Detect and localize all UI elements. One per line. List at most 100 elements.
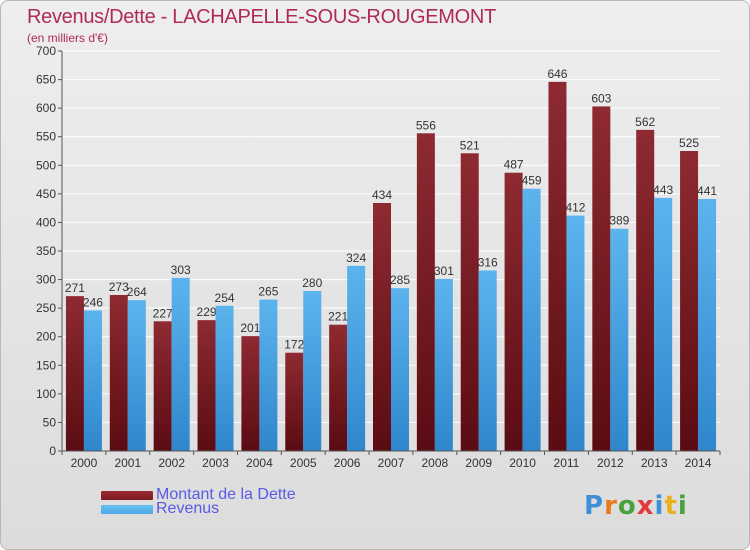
y-tick-label: 350 — [36, 244, 56, 258]
logo-letter: i — [677, 491, 688, 521]
bar-revenus — [347, 265, 366, 451]
y-tick-label: 300 — [36, 273, 56, 287]
data-label-revenus: 412 — [565, 201, 585, 215]
x-tick-label: 2000 — [71, 456, 98, 470]
y-tick-label: 650 — [36, 73, 56, 87]
logo-letter: r — [604, 491, 618, 521]
data-label-dette: 646 — [547, 67, 567, 81]
bar-revenus — [303, 291, 322, 451]
x-tick-label: 2008 — [422, 456, 449, 470]
logo-letter: i — [654, 491, 665, 521]
bar-revenus — [215, 305, 234, 451]
bar-dette — [416, 133, 435, 452]
data-label-dette: 273 — [109, 280, 129, 294]
y-tick-label: 250 — [36, 301, 56, 315]
bar-dette — [109, 295, 128, 451]
data-label-revenus: 254 — [215, 291, 235, 305]
data-label-dette: 521 — [460, 138, 480, 152]
x-tick-label: 2001 — [114, 456, 141, 470]
bar-revenus — [522, 188, 541, 451]
data-label-revenus: 316 — [478, 255, 498, 269]
bar-revenus — [171, 277, 190, 451]
bar-dette — [592, 106, 611, 451]
data-label-dette: 525 — [679, 136, 699, 150]
data-label-dette: 172 — [284, 338, 304, 352]
data-label-revenus: 301 — [434, 264, 454, 278]
legend-swatch-dette — [101, 491, 153, 500]
x-axis-ticks: 2000 2001 2002 2003 2004 2005 2006 2007 2008 2009… — [61, 451, 721, 470]
y-tick-label: 400 — [36, 215, 56, 229]
legend-label-revenus: Revenus — [156, 500, 220, 517]
bar-dette — [373, 203, 391, 451]
x-tick-label: 2003 — [202, 456, 229, 470]
data-label-revenus: 246 — [83, 295, 103, 309]
legend-label-dette: Montant de la Dette — [156, 486, 296, 503]
logo-letter: x — [636, 491, 655, 521]
data-label-revenus: 280 — [302, 276, 322, 290]
logo-letter: t — [664, 491, 678, 521]
bar-dette — [285, 352, 304, 451]
data-label-revenus: 443 — [653, 183, 673, 197]
axes — [61, 51, 720, 452]
data-label-revenus: 303 — [171, 263, 191, 277]
x-tick-label: 2005 — [290, 456, 317, 470]
bar-dette — [636, 129, 655, 451]
data-label-revenus: 459 — [522, 174, 542, 188]
bar-revenus — [566, 215, 585, 451]
data-label-revenus: 285 — [390, 273, 410, 287]
data-label-dette: 221 — [328, 310, 348, 324]
proxiti-logo[interactable]: Proxiti — [584, 491, 688, 521]
data-label-dette: 229 — [197, 305, 217, 319]
bar-revenus — [698, 199, 717, 451]
x-tick-label: 2010 — [509, 456, 536, 470]
data-label-dette: 201 — [240, 321, 260, 335]
logo-letter: o — [617, 491, 637, 521]
y-tick-label: 600 — [36, 101, 56, 115]
bar-dette — [504, 172, 523, 451]
y-tick-label: 50 — [43, 415, 57, 429]
y-tick-label: 200 — [36, 330, 56, 344]
y-tick-label: 450 — [36, 187, 56, 201]
bar-revenus — [478, 270, 497, 451]
bar-dette — [153, 321, 172, 451]
x-tick-label: 2006 — [334, 456, 361, 470]
data-label-dette: 556 — [416, 118, 436, 132]
data-label-dette: 562 — [635, 115, 655, 129]
x-tick-label: 2012 — [597, 456, 624, 470]
x-tick-label: 2007 — [378, 456, 405, 470]
chart-title: Revenus/Dette - LACHAPELLE-SOUS-ROUGEMON… — [27, 6, 496, 28]
data-label-dette: 603 — [591, 91, 611, 105]
y-tick-label: 100 — [36, 387, 56, 401]
bar-dette — [329, 324, 348, 451]
data-label-revenus: 265 — [258, 285, 278, 299]
bar-revenus — [83, 310, 102, 451]
x-tick-label: 2004 — [246, 456, 273, 470]
bar-dette — [65, 296, 84, 451]
bar-dette — [548, 81, 567, 451]
bar-revenus — [127, 300, 146, 451]
y-tick-label: 500 — [36, 158, 56, 172]
data-label-dette: 487 — [504, 158, 524, 172]
logo-letter: P — [584, 491, 605, 521]
x-tick-label: 2002 — [158, 456, 185, 470]
bar-dette — [460, 153, 479, 452]
bar-revenus — [259, 299, 278, 451]
data-label-dette: 434 — [372, 188, 392, 202]
bar-dette — [197, 320, 216, 451]
y-axis-ticks: 0 50 100 150 200 250 300 350 400 450 500 550 600 650 7… — [36, 44, 62, 458]
y-tick-label: 700 — [36, 44, 56, 58]
data-label-revenus: 264 — [127, 285, 147, 299]
y-tick-label: 550 — [36, 130, 56, 144]
bar-revenus — [434, 279, 453, 451]
data-label-dette: 227 — [153, 306, 173, 320]
data-label-dette: 271 — [65, 281, 85, 295]
bar-revenus — [610, 228, 629, 451]
data-label-revenus: 441 — [697, 184, 717, 198]
data-label-revenus: 324 — [346, 251, 366, 265]
y-tick-label: 150 — [36, 358, 56, 372]
data-label-revenus: 389 — [609, 214, 629, 228]
bar-dette — [241, 336, 260, 451]
